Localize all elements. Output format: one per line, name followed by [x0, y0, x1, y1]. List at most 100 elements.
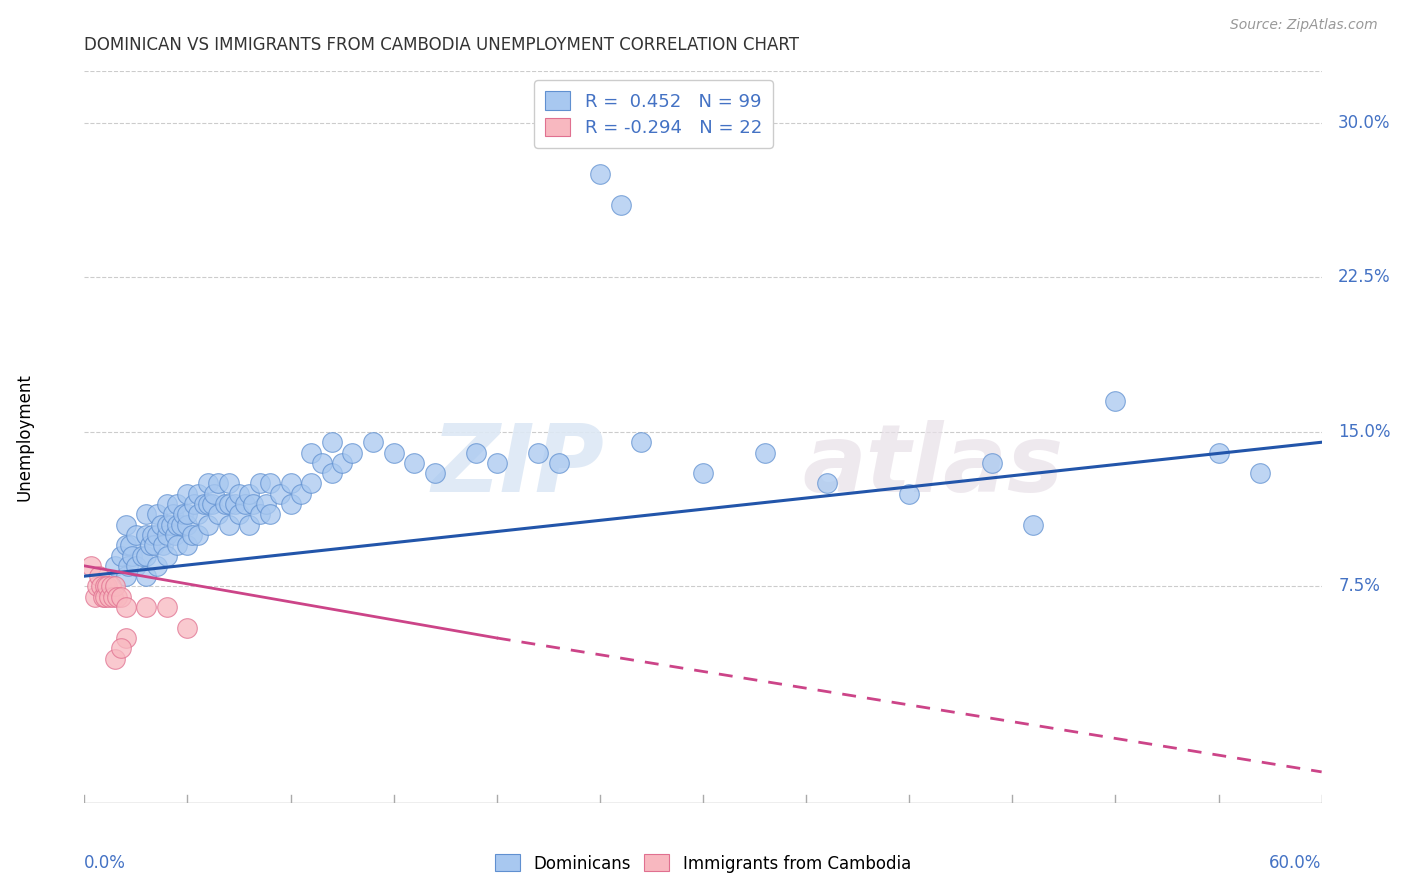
Point: [280, 476, 302, 491]
Text: atlas: atlas: [801, 420, 1063, 512]
Point: [228, 487, 250, 501]
Point: [1249, 466, 1271, 480]
Point: [299, 445, 322, 459]
Text: Source: ZipAtlas.com: Source: ZipAtlas.com: [1230, 18, 1378, 32]
Point: [218, 497, 240, 511]
Point: [201, 497, 224, 511]
Point: [166, 538, 188, 552]
Point: [609, 198, 631, 212]
Point: [589, 167, 612, 181]
Point: [170, 517, 193, 532]
Point: [249, 508, 271, 522]
Point: [114, 538, 136, 552]
Point: [197, 476, 219, 491]
Point: [110, 590, 132, 604]
Point: [166, 497, 188, 511]
Point: [135, 528, 157, 542]
Point: [156, 600, 179, 615]
Point: [94, 579, 117, 593]
Point: [465, 445, 488, 459]
Point: [485, 456, 508, 470]
Text: DOMINICAN VS IMMIGRANTS FROM CAMBODIA UNEMPLOYMENT CORRELATION CHART: DOMINICAN VS IMMIGRANTS FROM CAMBODIA UN…: [84, 36, 800, 54]
Point: [187, 528, 209, 542]
Point: [207, 476, 229, 491]
Point: [145, 508, 167, 522]
Point: [202, 487, 225, 501]
Point: [1104, 394, 1126, 409]
Point: [224, 497, 246, 511]
Text: 7.5%: 7.5%: [1339, 577, 1381, 596]
Point: [118, 538, 141, 552]
Point: [135, 569, 157, 583]
Point: [180, 528, 202, 542]
Point: [135, 549, 157, 563]
Point: [238, 517, 260, 532]
Point: [1022, 517, 1045, 532]
Point: [156, 517, 179, 532]
Point: [91, 590, 114, 604]
Point: [87, 569, 110, 583]
Text: 60.0%: 60.0%: [1270, 855, 1322, 872]
Point: [259, 508, 281, 522]
Point: [238, 487, 260, 501]
Point: [79, 558, 101, 573]
Point: [187, 487, 209, 501]
Point: [176, 508, 198, 522]
Point: [197, 517, 219, 532]
Point: [121, 549, 143, 563]
Point: [96, 579, 118, 593]
Point: [145, 558, 167, 573]
Text: 0.0%: 0.0%: [84, 855, 127, 872]
Point: [104, 651, 127, 665]
Point: [166, 517, 188, 532]
Point: [527, 445, 550, 459]
Point: [165, 528, 187, 542]
Point: [207, 508, 229, 522]
Point: [176, 538, 198, 552]
Point: [280, 497, 302, 511]
Point: [105, 590, 128, 604]
Point: [187, 508, 209, 522]
Point: [139, 538, 162, 552]
Point: [269, 487, 291, 501]
Point: [103, 590, 125, 604]
Point: [176, 517, 198, 532]
Point: [290, 487, 312, 501]
Point: [404, 456, 426, 470]
Point: [135, 508, 157, 522]
Text: 22.5%: 22.5%: [1339, 268, 1391, 286]
Point: [218, 476, 240, 491]
Point: [110, 549, 132, 563]
Point: [330, 456, 353, 470]
Point: [1208, 445, 1230, 459]
Point: [321, 466, 343, 480]
Point: [980, 456, 1002, 470]
Point: [145, 528, 167, 542]
Point: [110, 641, 132, 656]
Point: [692, 466, 714, 480]
Point: [815, 476, 838, 491]
Point: [156, 528, 179, 542]
Text: ZIP: ZIP: [432, 420, 605, 512]
Point: [104, 579, 127, 593]
Point: [90, 579, 112, 593]
Point: [141, 528, 163, 542]
Point: [630, 435, 652, 450]
Point: [83, 590, 105, 604]
Point: [299, 476, 322, 491]
Point: [218, 517, 240, 532]
Point: [176, 621, 198, 635]
Point: [423, 466, 446, 480]
Point: [104, 558, 127, 573]
Text: 15.0%: 15.0%: [1339, 423, 1391, 441]
Point: [135, 600, 157, 615]
Point: [160, 517, 183, 532]
Point: [228, 508, 250, 522]
Point: [94, 590, 117, 604]
Point: [125, 558, 148, 573]
Point: [156, 497, 179, 511]
Point: [754, 445, 776, 459]
Point: [172, 508, 194, 522]
Point: [114, 517, 136, 532]
Point: [547, 456, 569, 470]
